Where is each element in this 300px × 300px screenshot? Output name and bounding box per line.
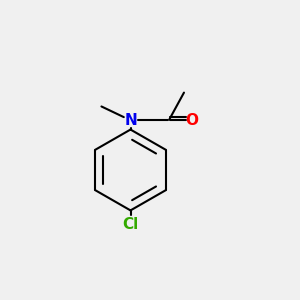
Text: Cl: Cl [122, 217, 139, 232]
Text: O: O [186, 113, 199, 128]
Text: N: N [124, 113, 137, 128]
